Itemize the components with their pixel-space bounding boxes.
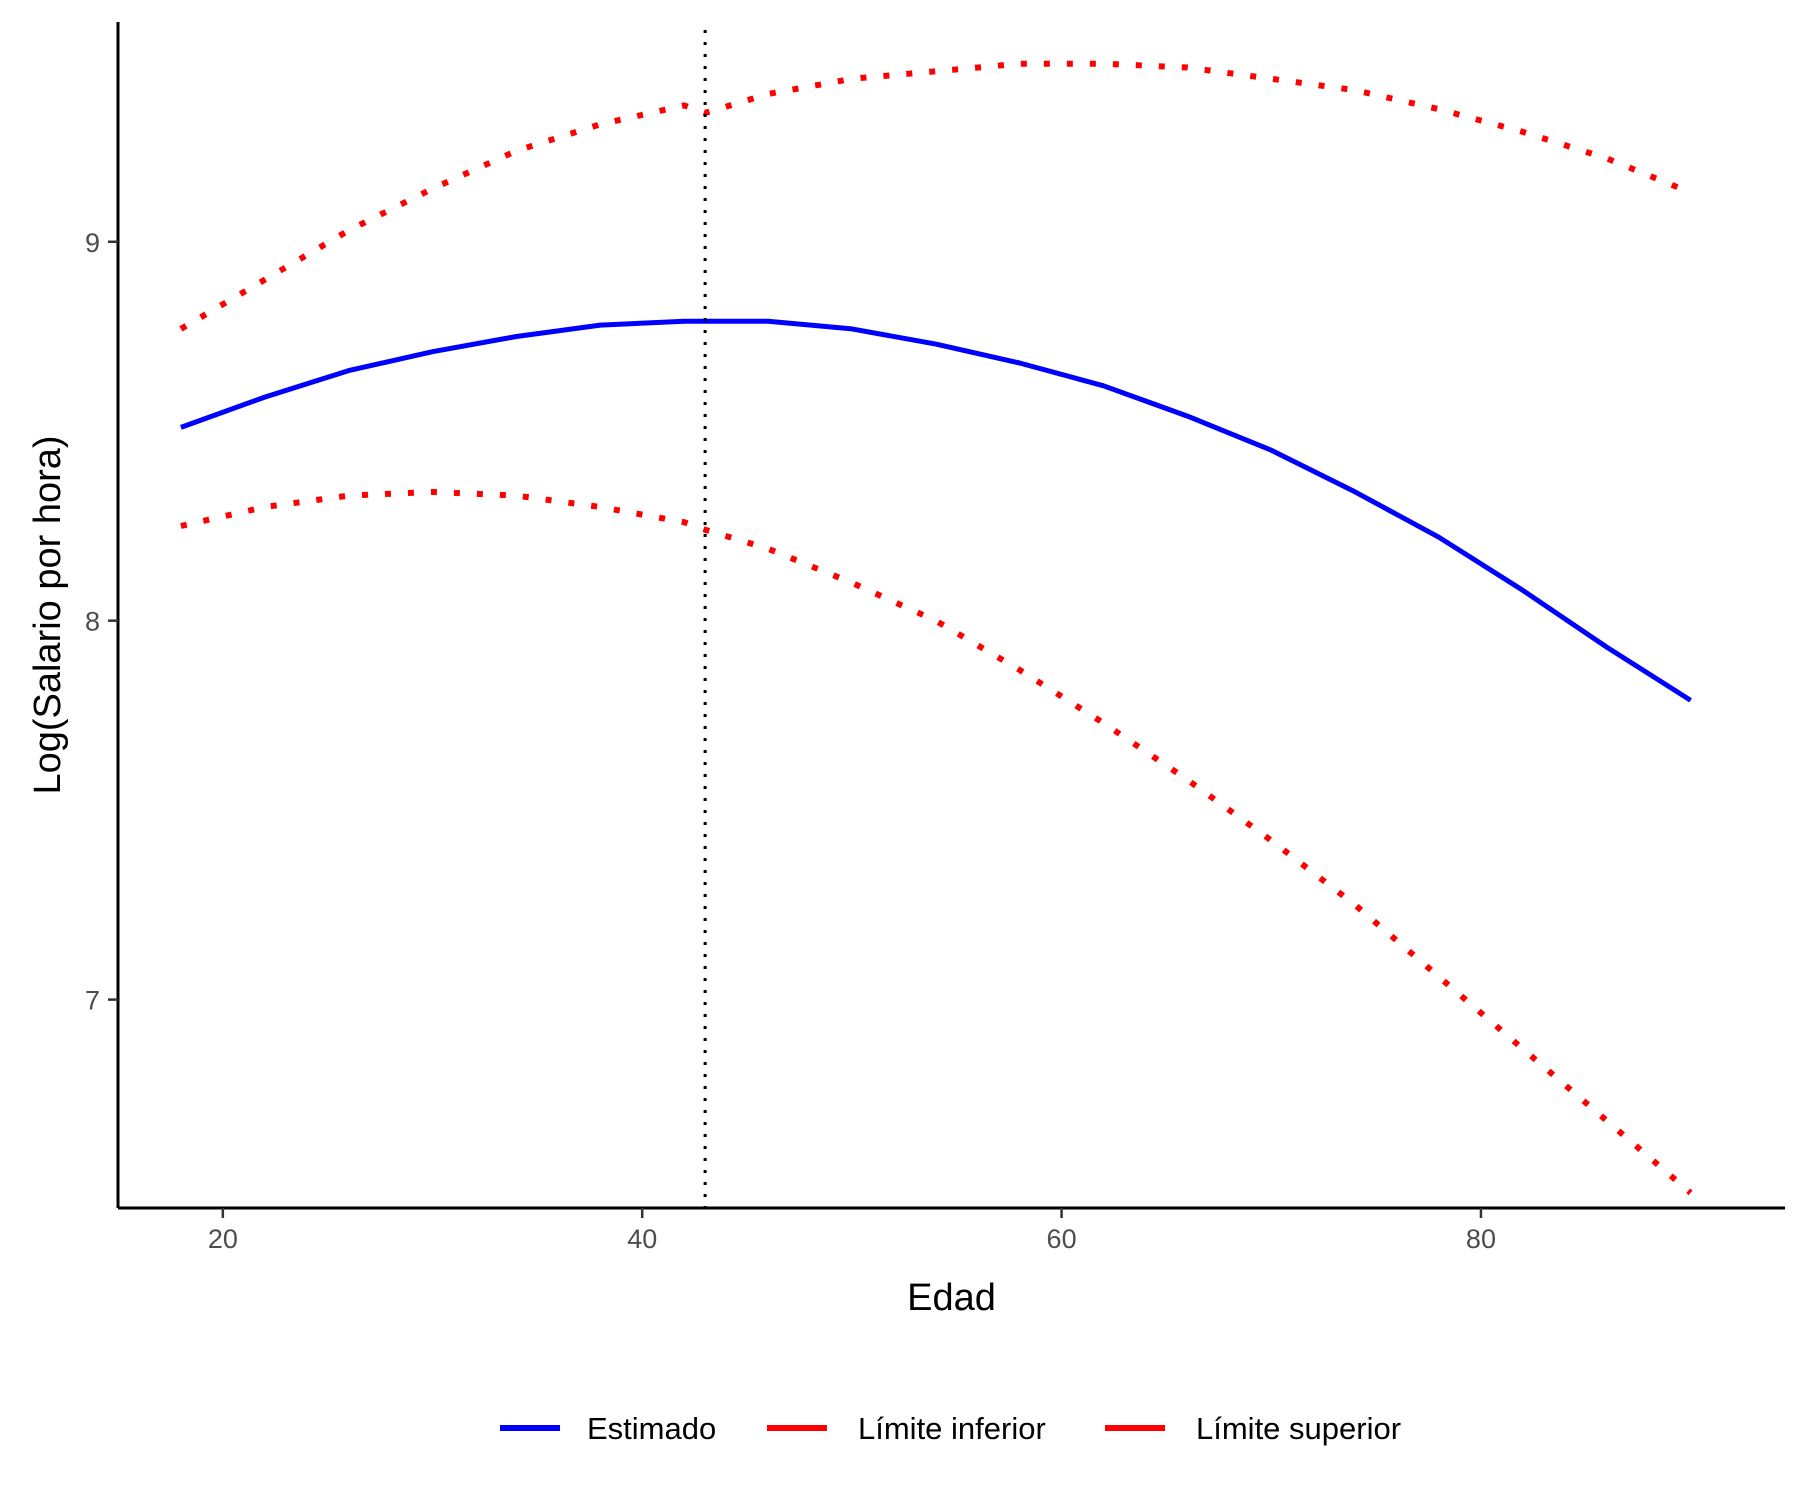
series-layer <box>179 30 1693 1208</box>
series-line-0 <box>180 318 1692 703</box>
x-tick-label: 60 <box>1047 1224 1077 1254</box>
series-line-1 <box>180 488 1693 1196</box>
y-axis-title: Log(Salario por hora) <box>27 435 69 794</box>
y-tick-label: 8 <box>85 607 100 637</box>
x-axis-title: Edad <box>907 1277 996 1319</box>
y-tick-label: 7 <box>85 986 100 1016</box>
x-tick-label: 80 <box>1466 1224 1496 1254</box>
legend-label-1: Límite inferior <box>858 1411 1046 1446</box>
x-axis-ticks: 20 40 60 80 <box>208 1208 1496 1254</box>
legend-label-2: Límite superior <box>1196 1411 1401 1446</box>
y-tick-label: 9 <box>85 228 100 258</box>
y-axis-ticks: 7 8 9 <box>85 228 118 1016</box>
x-tick-label: 20 <box>208 1224 238 1254</box>
legend-label-0: Estimado <box>587 1411 716 1446</box>
series-line-2 <box>179 60 1692 332</box>
x-tick-label: 40 <box>627 1224 657 1254</box>
legend: Estimado Límite inferior Límite superior <box>500 1411 1401 1446</box>
